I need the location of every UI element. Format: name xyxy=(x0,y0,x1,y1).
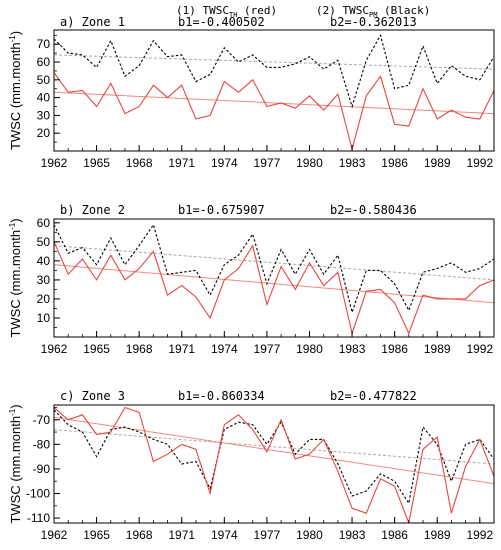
y-tick-label: 30 xyxy=(37,273,51,287)
series-line-twsc-th xyxy=(54,241,494,336)
b2-label: b2=-0.477822 xyxy=(330,389,417,403)
y-tick-label: 30 xyxy=(37,108,51,122)
y-tick-label: -100 xyxy=(26,487,50,501)
panel-3: c) Zone 3 b1=-0.860334 b2=-0.477822 TWSC (m… xyxy=(8,389,495,542)
plot-frame xyxy=(53,29,495,152)
x-tick-label: 1971 xyxy=(168,528,195,542)
trend-line-th xyxy=(54,416,494,485)
x-tick-label: 1962 xyxy=(41,156,68,170)
series-line-twsc-th xyxy=(54,406,494,523)
y-axis-label: TWSC (mm.month-1) xyxy=(8,31,23,150)
b1-label: b1=-0.675907 xyxy=(178,203,265,217)
panel-title: b) Zone 2 xyxy=(60,203,125,217)
y-tick-label: 40 xyxy=(37,254,51,268)
x-tick-label: 1962 xyxy=(41,342,68,356)
x-tick-label: 1971 xyxy=(168,156,195,170)
trend-line-pm xyxy=(54,245,494,281)
b2-label: b2=-0.580436 xyxy=(330,203,417,217)
x-tick-label: 1989 xyxy=(424,528,451,542)
trend-line-pm xyxy=(54,429,494,465)
plot-frame xyxy=(53,404,495,524)
x-tick-label: 1980 xyxy=(296,528,323,542)
legend-header: (1) TWSCTH (red) (2) TWSCPM (Black) xyxy=(176,4,430,19)
x-tick-label: 1965 xyxy=(83,342,110,356)
x-tick-label: 1986 xyxy=(381,342,408,356)
x-tick-label: 1992 xyxy=(466,156,493,170)
x-tick-label: 1983 xyxy=(339,342,366,356)
y-tick-label: -80 xyxy=(33,437,51,451)
panel-title: c) Zone 3 xyxy=(60,389,125,403)
series-line-twsc-pm xyxy=(54,409,494,505)
x-tick-label: 1989 xyxy=(424,156,451,170)
x-tick-label: 1968 xyxy=(126,156,153,170)
x-tick-label: 1980 xyxy=(296,342,323,356)
series-line-twsc-pm xyxy=(54,33,494,109)
series-line-twsc-th xyxy=(54,72,494,151)
series-line-twsc-pm xyxy=(54,223,494,315)
panel-title: a) Zone 1 xyxy=(60,15,125,29)
x-tick-label: 1986 xyxy=(381,156,408,170)
trend-line-th xyxy=(54,264,494,304)
y-tick-label: 50 xyxy=(37,73,51,87)
plot-frame xyxy=(53,218,495,338)
y-axis-label: TWSC (mm.month-1) xyxy=(8,404,23,523)
x-tick-label: 1965 xyxy=(83,156,110,170)
x-tick-label: 1974 xyxy=(211,528,238,542)
y-tick-label: -90 xyxy=(33,462,51,476)
y-tick-label: 70 xyxy=(37,37,51,51)
y-tick-label: 60 xyxy=(37,216,51,230)
x-tick-label: 1989 xyxy=(424,342,451,356)
x-tick-label: 1968 xyxy=(126,342,153,356)
y-tick-label: 20 xyxy=(37,126,51,140)
x-tick-label: 1968 xyxy=(126,528,153,542)
trend-line-th xyxy=(54,91,494,115)
x-tick-label: 1974 xyxy=(211,156,238,170)
b1-label: b1=-0.860334 xyxy=(178,389,265,403)
y-tick-label: 40 xyxy=(37,91,51,105)
y-tick-label: -70 xyxy=(33,413,51,427)
x-tick-label: 1986 xyxy=(381,528,408,542)
y-tick-label: -110 xyxy=(27,511,50,525)
b1-label: b1=-0.400502 xyxy=(178,15,265,29)
y-tick-label: 60 xyxy=(37,55,51,69)
y-tick-label: 50 xyxy=(37,235,51,249)
b2-label: b2=-0.362013 xyxy=(330,15,417,29)
x-tick-label: 1980 xyxy=(296,156,323,170)
x-tick-label: 1977 xyxy=(254,156,281,170)
x-tick-label: 1992 xyxy=(466,528,493,542)
legend-black-label: (2) TWSCPM (Black) xyxy=(316,4,430,19)
y-tick-label: 20 xyxy=(37,292,51,306)
x-tick-label: 1962 xyxy=(41,528,68,542)
x-tick-label: 1971 xyxy=(168,342,195,356)
x-tick-label: 1983 xyxy=(339,156,366,170)
x-tick-label: 1992 xyxy=(466,342,493,356)
chart-panels: a) Zone 1 b1=-0.400502 b2=-0.362013 TWSC (m… xyxy=(8,15,495,542)
legend-red-label: (1) TWSCTH (red) xyxy=(176,4,277,19)
x-tick-label: 1977 xyxy=(254,342,281,356)
x-tick-label: 1983 xyxy=(339,528,366,542)
x-tick-label: 1965 xyxy=(83,528,110,542)
trend-line-pm xyxy=(54,54,494,70)
x-tick-label: 1974 xyxy=(211,342,238,356)
panel-1: a) Zone 1 b1=-0.400502 b2=-0.362013 TWSC (m… xyxy=(8,15,495,170)
x-tick-label: 1977 xyxy=(254,528,281,542)
y-axis-label: TWSC (mm.month-1) xyxy=(8,218,23,337)
panel-2: b) Zone 2 b1=-0.675907 b2=-0.580436 TWSC (m… xyxy=(8,203,495,356)
y-tick-label: 10 xyxy=(37,311,51,325)
